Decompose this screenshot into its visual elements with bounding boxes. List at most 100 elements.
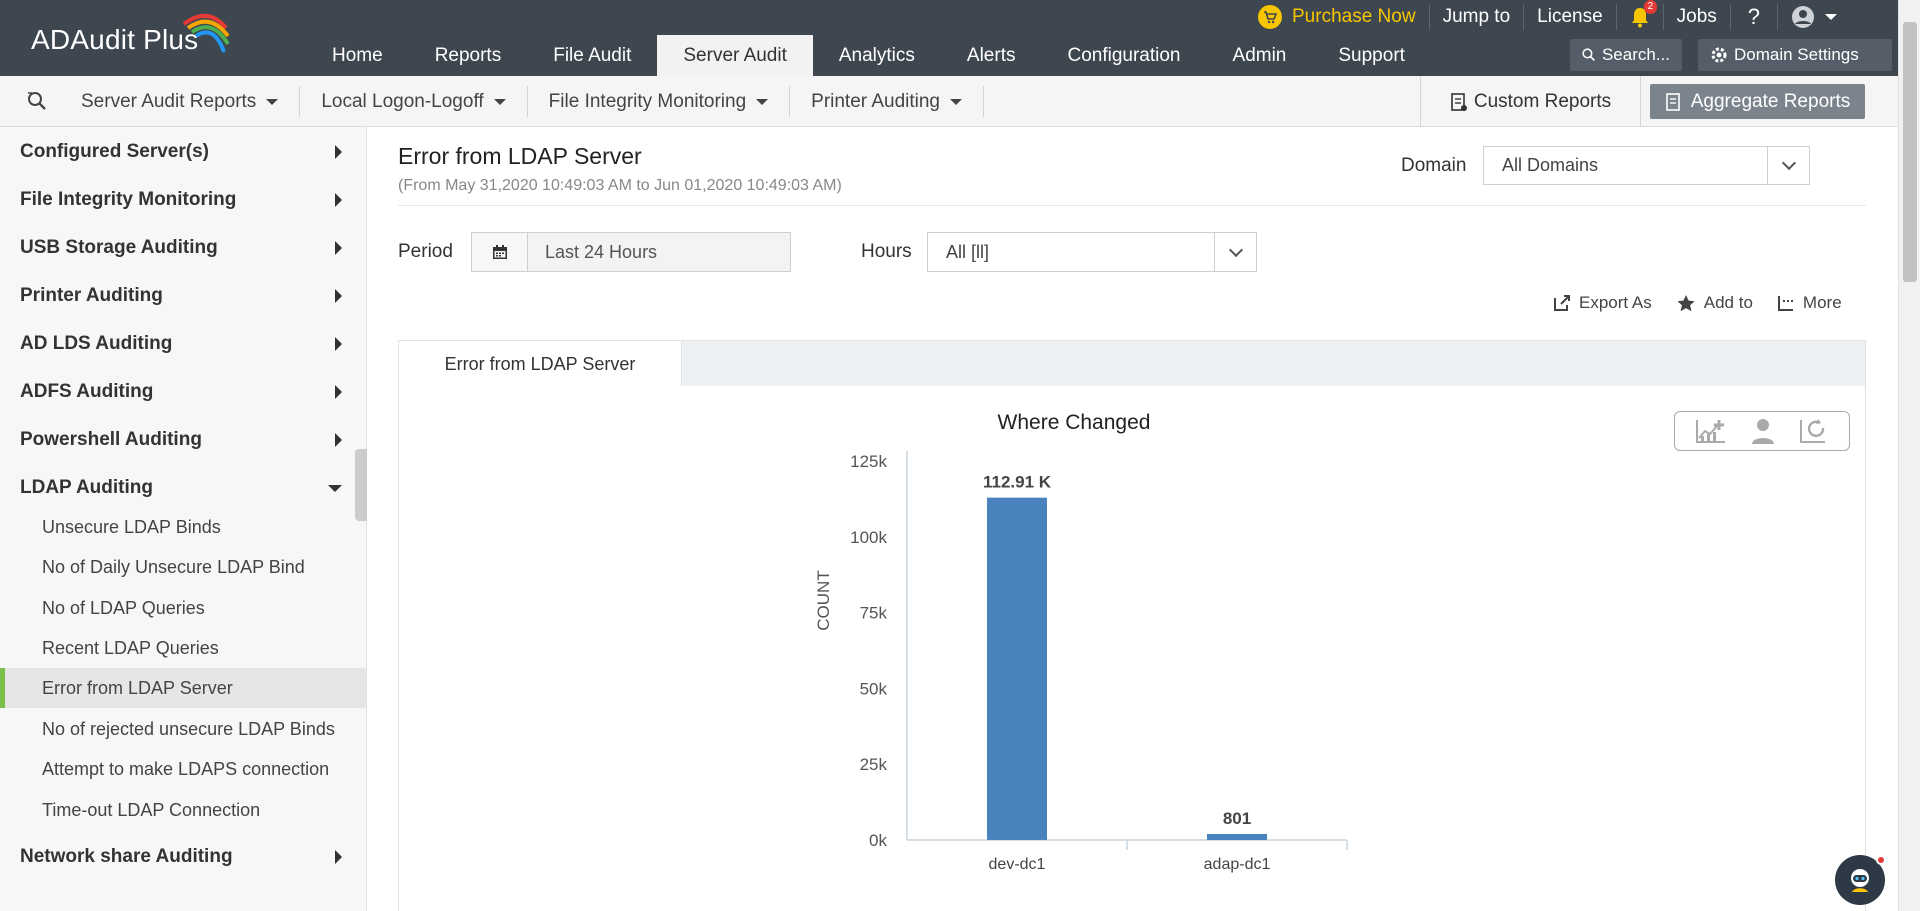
user-filter-icon[interactable] xyxy=(1746,416,1780,446)
chevron-down-icon xyxy=(493,98,506,105)
domain-select[interactable]: All Domains xyxy=(1483,146,1810,185)
sidebar-item-ldap-queries[interactable]: No of LDAP Queries xyxy=(42,597,205,618)
domain-value: All Domains xyxy=(1502,155,1599,175)
divider xyxy=(1777,4,1779,30)
sidebar-collapse-handle[interactable] xyxy=(355,449,367,521)
bell-icon xyxy=(1631,8,1648,28)
sidebar-item-error-from-ldap-server[interactable]: Error from LDAP Server xyxy=(0,668,366,708)
divider xyxy=(1662,4,1664,30)
sidebar-item-ldaps-connection-attempt[interactable]: Attempt to make LDAPS connection xyxy=(42,758,330,779)
search-icon xyxy=(1582,48,1596,62)
refresh-chart-icon[interactable] xyxy=(1797,416,1831,446)
add-to-button[interactable]: Add to xyxy=(1676,293,1753,313)
x-tick-label: adap-dc1 xyxy=(1204,856,1271,873)
tab-server-audit[interactable]: Server Audit xyxy=(657,35,813,76)
export-as-button[interactable]: Export As xyxy=(1553,293,1652,313)
tab-home[interactable]: Home xyxy=(332,45,383,66)
jobs-link[interactable]: Jobs xyxy=(1676,6,1717,27)
chevron-down-icon xyxy=(950,98,962,105)
main-nav: Home Reports File Audit Server Audit Ana… xyxy=(306,35,1431,76)
sidebar-item-recent-ldap-queries[interactable]: Recent LDAP Queries xyxy=(42,637,219,658)
license-link[interactable]: License xyxy=(1537,6,1603,27)
chevron-down-icon xyxy=(756,98,769,105)
sidebar-group-label: LDAP Auditing xyxy=(20,477,153,498)
search-button[interactable]: Search... xyxy=(1570,39,1682,71)
sidebar-group-printer-auditing[interactable]: Printer Auditing xyxy=(0,272,366,320)
y-tick-label: 50k xyxy=(860,679,888,698)
sidebar-group-powershell-auditing[interactable]: Powershell Auditing xyxy=(0,416,366,464)
report-tabs: Error from LDAP Server xyxy=(398,340,1866,387)
divider xyxy=(1729,4,1731,30)
chevron-right-icon xyxy=(335,241,342,255)
more-label: More xyxy=(1802,293,1842,312)
sidebar-group-network-share-auditing[interactable]: Network share Auditing xyxy=(0,833,366,881)
sidebar-group-ldap-auditing[interactable]: LDAP Auditing xyxy=(0,464,366,512)
period-label: Period xyxy=(398,241,453,262)
tab-configuration[interactable]: Configuration xyxy=(1067,45,1181,66)
tab-analytics[interactable]: Analytics xyxy=(838,45,915,66)
y-tick-label: 125k xyxy=(850,452,887,471)
tab-reports[interactable]: Reports xyxy=(434,45,502,66)
chevron-right-icon xyxy=(335,385,342,399)
search-reports-icon[interactable] xyxy=(26,90,48,112)
app-name: ADAudit Plus xyxy=(31,24,199,55)
subnav-printer-auditing[interactable]: Printer Auditing xyxy=(790,86,984,117)
subnav-items: Server Audit Reports Local Logon-Logoff … xyxy=(60,76,984,127)
more-button[interactable]: More xyxy=(1777,293,1842,313)
sidebar-group-label: ADFS Auditing xyxy=(20,381,154,402)
hours-select[interactable]: All [ll] xyxy=(927,232,1257,272)
tab-alerts[interactable]: Alerts xyxy=(966,45,1016,66)
domain-settings-label: Domain Settings xyxy=(1734,45,1859,64)
sidebar-group-label: AD LDS Auditing xyxy=(20,333,173,354)
hours-value: All [ll] xyxy=(946,241,990,262)
jump-to-link[interactable]: Jump to xyxy=(1442,6,1511,27)
sidebar-group-ad-lds-auditing[interactable]: AD LDS Auditing xyxy=(0,320,366,368)
help-icon[interactable]: ? xyxy=(1747,4,1761,29)
chat-bot-icon xyxy=(1851,869,1869,892)
domain-settings-button[interactable]: Domain Settings xyxy=(1698,39,1892,71)
scrollbar-thumb[interactable] xyxy=(1903,22,1917,282)
sidebar-item-unsecure-ldap-binds[interactable]: Unsecure LDAP Binds xyxy=(42,516,221,537)
subnav-label: File Integrity Monitoring xyxy=(548,90,747,112)
chart-toolbar xyxy=(1674,411,1850,451)
notifications-button[interactable]: 2 xyxy=(1630,0,1658,28)
subnav-local-logon-logoff[interactable]: Local Logon-Logoff xyxy=(300,86,528,117)
sidebar-group-label: Configured Server(s) xyxy=(20,141,209,162)
bar-dev-dc1 xyxy=(987,497,1047,840)
sidebar-item-timeout-ldap-connection[interactable]: Time-out LDAP Connection xyxy=(42,799,261,820)
purchase-now-link[interactable]: Purchase Now xyxy=(1258,5,1416,29)
add-chart-icon[interactable] xyxy=(1693,416,1729,446)
subnav-label: Server Audit Reports xyxy=(81,90,257,112)
period-picker[interactable]: Last 24 Hours xyxy=(471,232,791,272)
chevron-down-icon xyxy=(266,98,279,105)
y-tick-label: 0k xyxy=(869,831,887,850)
sidebar-group-configured-servers[interactable]: Configured Server(s) xyxy=(0,128,366,176)
chevron-right-icon xyxy=(335,145,342,159)
chat-notification-dot xyxy=(1876,855,1886,865)
subnav-server-audit-reports[interactable]: Server Audit Reports xyxy=(60,86,301,117)
tab-support[interactable]: Support xyxy=(1338,45,1405,66)
where-changed-chart: Where Changed COUNT 0k 25k 50k 75k 100k 125k 112… xyxy=(814,411,1348,873)
divider xyxy=(1523,4,1525,30)
sidebar-item-rejected-unsecure-ldap-binds[interactable]: No of rejected unsecure LDAP Binds xyxy=(42,718,335,739)
tab-error-from-ldap-server[interactable]: Error from LDAP Server xyxy=(399,341,682,387)
sidebar-group-file-integrity-monitoring[interactable]: File Integrity Monitoring xyxy=(0,176,366,224)
tab-admin[interactable]: Admin xyxy=(1232,45,1287,66)
chevron-down-icon xyxy=(1767,147,1809,184)
app-logo[interactable]: ADAudit Plus xyxy=(31,24,198,56)
user-menu[interactable] xyxy=(1791,5,1838,29)
add-to-label: Add to xyxy=(1703,293,1753,312)
sidebar-group-adfs-auditing[interactable]: ADFS Auditing xyxy=(0,368,366,416)
sidebar-group-label: Network share Auditing xyxy=(20,846,233,867)
cart-icon xyxy=(1258,5,1282,29)
subnav-file-integrity-monitoring[interactable]: File Integrity Monitoring xyxy=(528,86,791,117)
sidebar-item-daily-unsecure-ldap-bind[interactable]: No of Daily Unsecure LDAP Bind xyxy=(42,556,305,577)
custom-reports-button[interactable]: Custom Reports xyxy=(1420,76,1641,127)
page-scrollbar[interactable] xyxy=(1898,0,1920,911)
aggregate-reports-button[interactable]: Aggregate Reports xyxy=(1650,84,1865,119)
purchase-now-label: Purchase Now xyxy=(1292,6,1416,27)
chevron-right-icon xyxy=(335,289,342,303)
tab-file-audit[interactable]: File Audit xyxy=(553,45,632,66)
sidebar-group-usb-storage-auditing[interactable]: USB Storage Auditing xyxy=(0,224,366,272)
bar-data-label: 801 xyxy=(1223,809,1251,828)
